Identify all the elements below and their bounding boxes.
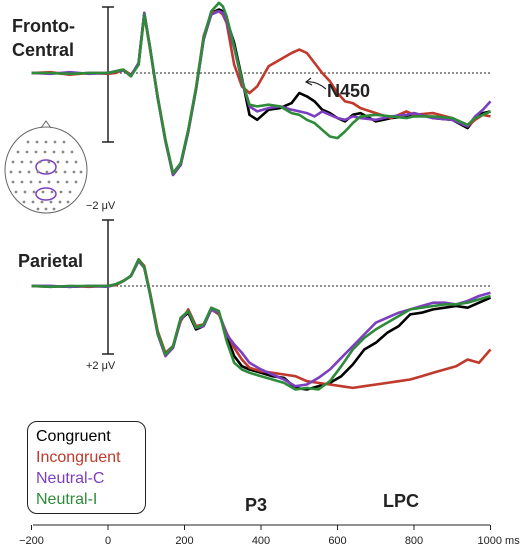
- panel-title-frontocentral-line2: Central: [12, 40, 74, 60]
- annotation-n450: N450: [327, 81, 370, 101]
- x-tick-label: 800: [405, 535, 423, 547]
- panel-title-parietal: Parietal: [18, 251, 83, 271]
- x-ticks: −200 0 200 400 600 800 1000 ms: [19, 525, 520, 547]
- x-tick-label: 200: [175, 535, 193, 547]
- x-tick-label: 600: [328, 535, 346, 547]
- legend-neutral-c: Neutral-C: [36, 470, 105, 487]
- legend-incongruent: Incongruent: [36, 449, 121, 466]
- trace-frontocentral-neutral-i: [31, 1, 492, 175]
- legend-neutral-i: Neutral-I: [36, 491, 98, 508]
- trace-frontocentral-neutral-c: [31, 9, 492, 177]
- x-tick-label: 400: [252, 535, 270, 547]
- trace-frontocentral-incongruent: [31, 9, 491, 175]
- scale-label-bottom: +2 μV: [86, 360, 116, 372]
- panel-title-frontocentral-line1: Fronto-: [12, 16, 75, 36]
- annotation-lpc: LPC: [383, 491, 419, 511]
- legend: Congruent Incongruent Neutral-C Neutral-…: [27, 421, 146, 514]
- x-tick-label: 0: [105, 535, 111, 547]
- legend-congruent: Congruent: [36, 428, 111, 445]
- x-tick-label: −200: [19, 535, 44, 547]
- trace-frontocentral-congruent: [31, 8, 491, 177]
- x-tick-label: 1000 ms: [478, 535, 521, 547]
- electrode-montage-head-icon: [4, 120, 88, 214]
- annotation-p3: P3: [245, 495, 267, 515]
- scale-label-top: −2 μV: [86, 200, 116, 212]
- n450-arrow: [306, 81, 327, 90]
- trace-parietal-neutral-i: [31, 258, 491, 391]
- erp-traces: [31, 1, 492, 391]
